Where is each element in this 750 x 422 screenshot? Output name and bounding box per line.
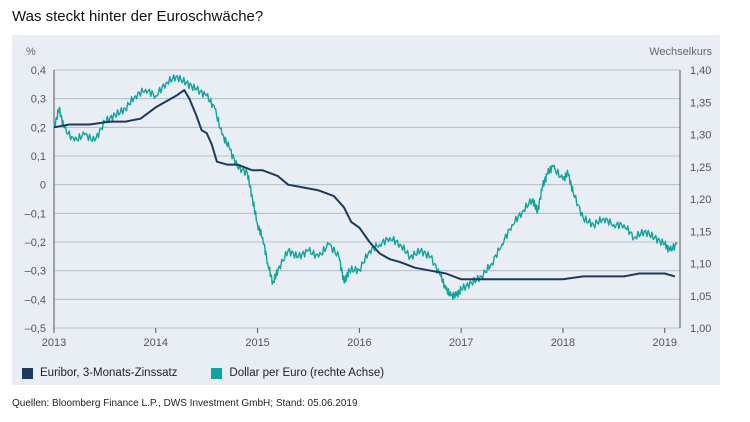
legend: Euribor, 3-Monats-Zinssatz Dollar per Eu… xyxy=(22,367,384,379)
tick-layer: 0,4 0,3 0,2 0,1 0 –0,1 –0,2 –0,3 –0,4 –0,5 1,40 1,3… xyxy=(25,65,712,349)
right-tick-label: 1,40 xyxy=(690,65,711,77)
right-tick-label: 1,00 xyxy=(690,323,711,335)
left-tick-label: 0,3 xyxy=(31,94,46,106)
x-tick-label: 2017 xyxy=(449,337,473,349)
x-tick-label: 2013 xyxy=(42,337,66,349)
chart-svg: % Wechselkurs 0,4 0,3 0,2 0,1 0 –0,1 –0,2 –0,3 –… xyxy=(25,46,713,349)
left-tick-label: 0,2 xyxy=(31,122,46,134)
legend-item-dollar: Dollar per Euro (rechte Achse) xyxy=(211,367,384,379)
legend-swatch-dollar xyxy=(211,367,223,379)
left-tick-label: –0,3 xyxy=(25,266,46,278)
left-tick-label: 0,4 xyxy=(31,65,46,77)
legend-item-euribor: Euribor, 3-Monats-Zinssatz xyxy=(22,367,177,379)
x-tick-label: 2019 xyxy=(652,337,676,349)
left-tick-label: –0,4 xyxy=(25,294,46,306)
left-tick-label: 0,1 xyxy=(31,151,46,163)
left-tick-label: –0,1 xyxy=(25,208,46,220)
x-tick-label: 2016 xyxy=(347,337,371,349)
left-tick-label: –0,5 xyxy=(25,323,46,335)
grid-layer xyxy=(53,69,681,333)
right-tick-label: 1,15 xyxy=(690,226,711,238)
left-axis-unit: % xyxy=(26,46,36,58)
right-axis-unit: Wechselkurs xyxy=(649,46,712,58)
euribor-line xyxy=(53,89,676,281)
legend-label-euribor: Euribor, 3-Monats-Zinssatz xyxy=(40,367,178,379)
right-tick-label: 1,35 xyxy=(690,97,711,109)
series-layer xyxy=(53,74,678,301)
x-tick-label: 2015 xyxy=(245,337,269,349)
dollar-per-euro-line xyxy=(53,74,678,301)
chart-heading: Was steckt hinter der Euroschwäche? xyxy=(12,8,264,25)
right-tick-label: 1,05 xyxy=(690,291,711,303)
right-tick-label: 1,10 xyxy=(690,259,711,271)
chart-panel xyxy=(12,35,720,385)
right-tick-label: 1,25 xyxy=(690,162,711,174)
source-note: Quellen: Bloomberg Finance L.P., DWS Inv… xyxy=(12,398,358,409)
right-tick-label: 1,20 xyxy=(690,194,711,206)
legend-label-dollar: Dollar per Euro (rechte Achse) xyxy=(229,367,385,379)
left-tick-label: –0,2 xyxy=(25,237,46,249)
x-tick-label: 2014 xyxy=(144,337,168,349)
x-tick-label: 2018 xyxy=(551,337,575,349)
right-tick-label: 1,30 xyxy=(690,130,711,142)
legend-swatch-euribor xyxy=(22,367,33,379)
left-tick-label: 0 xyxy=(40,180,46,192)
